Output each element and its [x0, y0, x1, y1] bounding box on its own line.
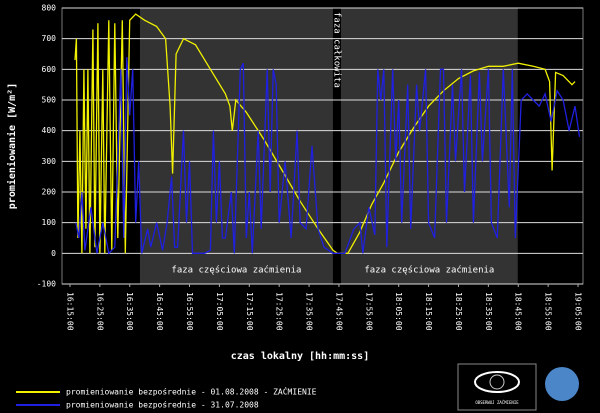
- x-tick-label: 18:05:00: [394, 292, 403, 331]
- y-tick-label: 200: [42, 188, 57, 197]
- x-tick-label: 17:05:00: [215, 292, 224, 331]
- x-tick-label: 17:15:00: [245, 292, 254, 331]
- x-tick-label: 16:25:00: [95, 292, 104, 331]
- x-axis-label: czas lokalny [hh:mm:ss]: [231, 351, 369, 362]
- phase-label: faza częściowa zaćmienia: [364, 265, 494, 276]
- y-tick-label: 300: [42, 157, 57, 166]
- phase-region: [139, 8, 333, 284]
- series-line: [75, 57, 581, 255]
- y-tick-label: 400: [42, 126, 57, 135]
- y-tick-label: 600: [42, 65, 57, 74]
- x-tick-label: 18:35:00: [484, 292, 493, 331]
- phase-label: faza całkowita: [331, 12, 341, 88]
- y-tick-label: 0: [51, 249, 56, 258]
- x-tick-label: 18:15:00: [424, 292, 433, 331]
- phase-region: [340, 8, 518, 284]
- logo-eye: [474, 371, 520, 393]
- plot-area: [61, 7, 584, 287]
- x-tick-label: 17:55:00: [364, 292, 373, 331]
- x-tick-label: 16:35:00: [125, 292, 134, 331]
- y-tick-label: -100: [37, 280, 56, 289]
- legend-label: promieniowanie bezpośrednie - 01.08.2008…: [66, 386, 317, 397]
- x-tick-label: 17:25:00: [275, 292, 284, 331]
- y-tick-label: 100: [42, 218, 57, 227]
- y-tick-label: 700: [42, 34, 57, 43]
- x-tick-label: 17:35:00: [305, 292, 314, 331]
- logo-text: OBSERWUJ ZAĆMIENIE: [475, 400, 519, 405]
- x-tick-label: 18:45:00: [514, 292, 523, 331]
- x-tick-label: 16:55:00: [185, 292, 194, 331]
- y-tick-label: 500: [42, 96, 57, 105]
- legend-label: promieniowanie bezpośrednie - 31.07.2008: [66, 400, 259, 410]
- x-tick-label: 16:15:00: [65, 292, 74, 331]
- logo-sun: [489, 374, 505, 390]
- x-tick-label: 19:05:00: [574, 292, 583, 331]
- logo-2: [545, 367, 579, 401]
- phase-label: faza częściowa zaćmienia: [171, 265, 301, 276]
- y-tick-label: 800: [42, 4, 57, 13]
- series-line: [74, 13, 576, 254]
- x-tick-label: 18:55:00: [544, 292, 553, 331]
- x-tick-label: 17:45:00: [334, 292, 343, 331]
- phase-region: [332, 8, 341, 284]
- y-axis-label: promieniowanie [W/m²]: [6, 83, 18, 209]
- x-tick-label: 16:45:00: [155, 292, 164, 331]
- x-tick-label: 18:25:00: [454, 292, 463, 331]
